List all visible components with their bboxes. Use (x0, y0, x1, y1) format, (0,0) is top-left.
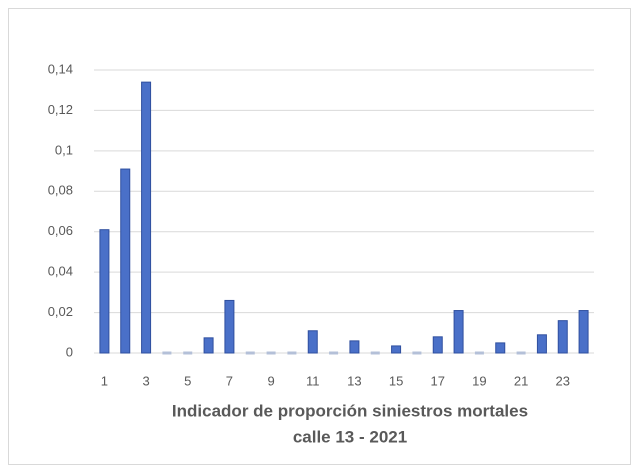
x-tick-label: 15 (389, 373, 403, 388)
bar (120, 168, 131, 354)
bar (141, 81, 152, 354)
y-tick-label: 0,06 (48, 223, 73, 238)
x-tick-label: 3 (142, 373, 149, 388)
x-tick-label: 23 (556, 373, 570, 388)
bar (329, 351, 339, 355)
y-tick-label: 0,12 (48, 102, 73, 117)
bar (266, 351, 276, 355)
x-tick-label: 7 (226, 373, 233, 388)
bar (245, 351, 255, 355)
x-tick-label: 19 (472, 373, 486, 388)
y-tick-label: 0,02 (48, 304, 73, 319)
bar (578, 310, 589, 354)
x-tick-label: 13 (347, 373, 361, 388)
x-tick-label: 21 (514, 373, 528, 388)
x-tick-label: 17 (431, 373, 445, 388)
chart-title: calle 13 - 2021 (293, 427, 407, 446)
bar (162, 351, 172, 355)
bar (370, 351, 380, 355)
bar (391, 345, 402, 354)
bar (203, 337, 214, 354)
chart-title: Indicador de proporción siniestros morta… (172, 401, 528, 420)
bar (453, 310, 464, 354)
bar (474, 351, 484, 355)
y-tick-label: 0,1 (55, 142, 73, 157)
x-tick-label: 5 (184, 373, 191, 388)
bar (536, 334, 547, 354)
x-tick-label: 11 (306, 373, 320, 388)
y-tick-label: 0,04 (48, 264, 73, 279)
bar (307, 330, 318, 354)
y-tick-label: 0 (66, 344, 73, 359)
y-tick-label: 0,14 (48, 61, 73, 76)
bar (183, 351, 193, 355)
bar (99, 229, 110, 354)
x-tick-label: 1 (101, 373, 108, 388)
bar (224, 299, 235, 354)
bar (349, 340, 360, 354)
bar (412, 351, 422, 355)
bar (557, 320, 568, 354)
chart-border (8, 8, 631, 465)
bar (516, 351, 526, 355)
bar (432, 336, 443, 354)
bar (287, 351, 297, 355)
x-tick-label: 9 (267, 373, 274, 388)
bar (495, 342, 506, 354)
y-tick-label: 0,08 (48, 183, 73, 198)
